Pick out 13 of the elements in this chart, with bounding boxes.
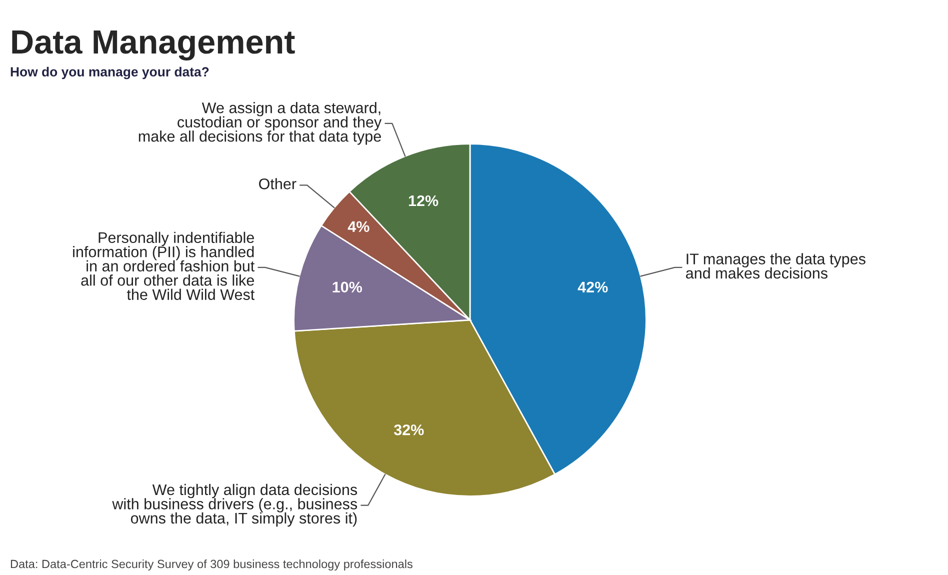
- data-label: 12%: [408, 195, 438, 206]
- slice-label: Personally indentifiable information (PII) is handled in an ordered fashion but all of our other data is like the Wild Wild West: [73, 232, 255, 300]
- data-label: 4%: [348, 221, 370, 232]
- data-label: 10%: [332, 282, 362, 293]
- slice-label: We tightly align data decisions with business drivers (e.g., business owns the data, IT simply stores it): [112, 484, 358, 527]
- chart-title: Data Management: [12, 30, 295, 61]
- slice-label: IT manages the data types and makes decisions: [686, 253, 866, 279]
- slice-label: Other: [259, 178, 296, 190]
- slice-label: We assign a data steward, custodian or sponsor and they make all decisions for that data type: [138, 102, 382, 145]
- chart-subtitle: How do you manage your data?: [10, 66, 209, 80]
- data-label: 32%: [394, 424, 424, 436]
- text: Data: Data-Centric Security Survey of 309 business technology professionals: [10, 559, 412, 571]
- data-label: 42%: [578, 282, 608, 293]
